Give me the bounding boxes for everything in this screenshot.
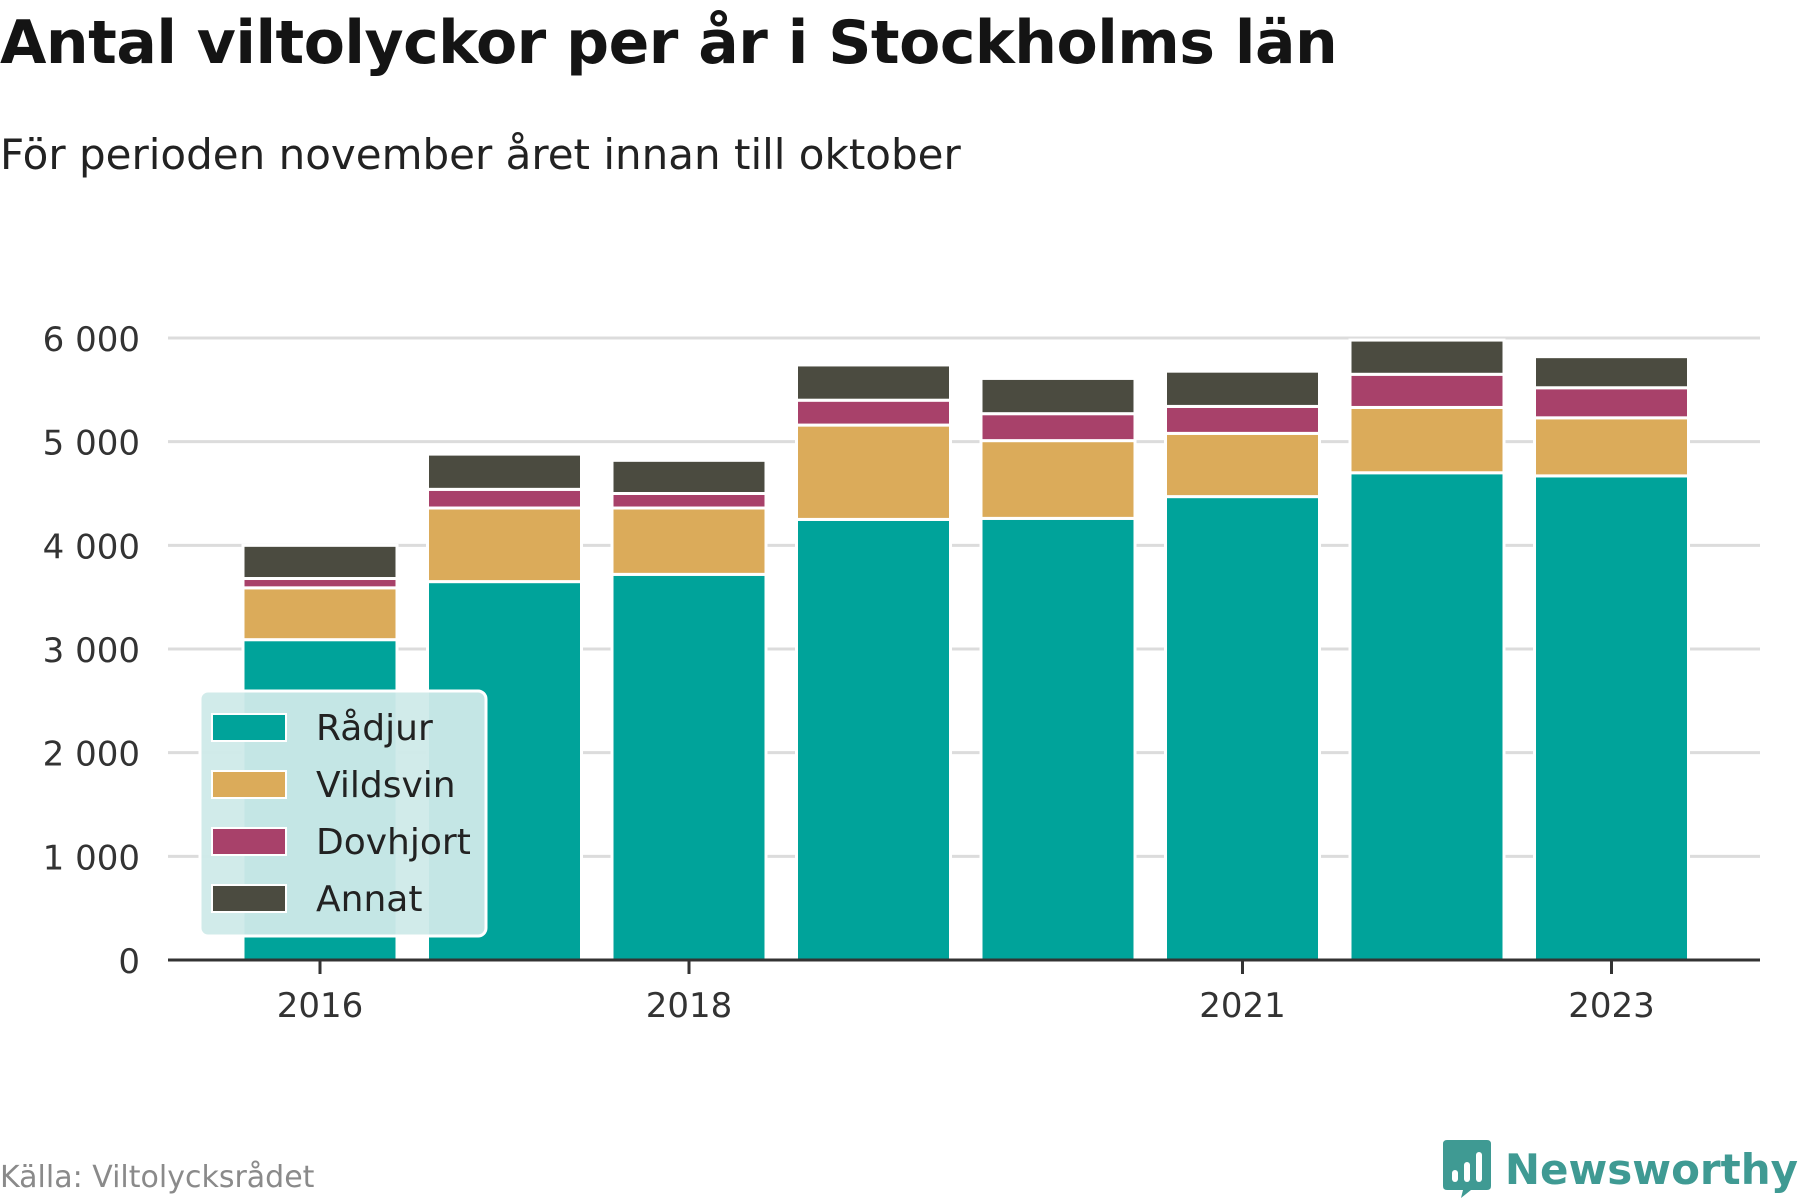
legend-label-vildsvin[interactable]: Vildsvin [316,765,456,806]
brand[interactable]: Newsworthy [1442,1140,1798,1198]
legend-swatch-rådjur[interactable] [211,713,287,742]
bar-segment-annat-2023 [1533,355,1690,390]
bar-segment-annat-2022 [1348,338,1506,376]
bar-segment-dovhjort-2019 [795,398,952,427]
y-tick-label: 1 000 [43,838,140,878]
legend-box [198,689,488,938]
x-tick-label: 2018 [646,986,733,1026]
y-tick-label: 4 000 [43,527,140,567]
legend-label-dovhjort[interactable]: Dovhjort [316,822,471,863]
bar-segment-dovhjort-2021 [1164,404,1321,435]
bar-segment-vildsvin-2016 [241,586,399,642]
bar-segment-rådjur-2019 [795,517,952,962]
bar-segment-vildsvin-2018 [610,506,768,576]
legend-swatch-annat[interactable] [211,884,287,913]
bar-segment-annat-2017 [426,452,583,491]
bar-segment-dovhjort-2023 [1533,386,1690,420]
bar-segment-dovhjort-2017 [426,487,583,510]
x-axis: 2016 2018 2021 2023 [168,958,1760,1026]
legend: Rådjur Vildsvin Dovhjort Annat [198,689,488,938]
bar-segment-vildsvin-2019 [795,423,952,521]
y-tick-label: 0 [118,942,140,982]
bar-segment-annat-2019 [795,363,952,402]
bar-segment-rådjur-2021 [1164,495,1321,962]
bar-segment-rådjur-2022 [1348,471,1506,962]
y-axis-ticks: 0 1 000 2 000 3 000 4 000 5 000 6 000 [43,320,140,982]
bar-segment-rådjur-2023 [1533,474,1690,962]
bar-segment-vildsvin-2022 [1348,405,1506,475]
bar-segment-dovhjort-2022 [1348,372,1506,409]
bar-segment-vildsvin-2021 [1164,431,1321,499]
y-tick-label: 3 000 [43,631,140,671]
y-tick-label: 5 000 [43,424,140,464]
chart-title: Antal viltolyckor per år i Stockholms lä… [0,8,1338,78]
bar-chart-logo-icon [1442,1140,1491,1198]
legend-swatch-dovhjort[interactable] [211,827,287,856]
chart-subtitle: För perioden november året innan till ok… [0,130,961,179]
bar-segment-vildsvin-2017 [426,506,583,584]
bar-segment-annat-2016 [241,543,399,581]
bar-segment-dovhjort-2020 [979,412,1137,443]
bar-segment-dovhjort-2018 [610,492,768,510]
legend-swatch-vildsvin[interactable] [211,770,287,799]
bar-segment-rådjur-2020 [979,516,1137,962]
stacked-bar-chart: 0 1 000 2 000 3 000 4 000 5 000 6 000 2016 2018… [43,320,1760,1026]
x-tick-label: 2021 [1199,986,1286,1026]
y-tick-label: 6 000 [43,320,140,360]
bar-segment-annat-2020 [979,376,1137,416]
bar-segment-annat-2018 [610,458,768,495]
x-tick-label: 2023 [1568,986,1655,1026]
brand-name: Newsworthy [1504,1144,1798,1194]
bar-segment-annat-2021 [1164,369,1321,408]
source-note: Källa: Viltolycksrådet [0,1160,315,1195]
bar-segment-vildsvin-2020 [979,439,1137,520]
legend-label-rådjur[interactable]: Rådjur [316,708,433,749]
legend-label-annat[interactable]: Annat [316,879,422,920]
bar-segment-vildsvin-2023 [1533,416,1690,478]
y-tick-label: 2 000 [43,735,140,775]
bar-segment-rådjur-2018 [610,572,768,962]
x-tick-label: 2016 [277,986,364,1026]
